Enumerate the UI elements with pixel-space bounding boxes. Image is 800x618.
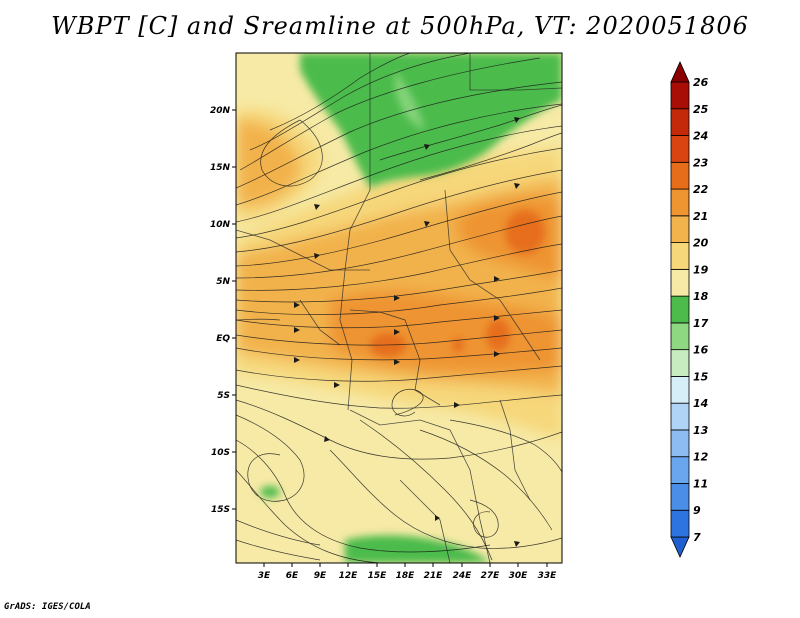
lon-label: 33E: [538, 571, 558, 581]
lat-label: 15S: [211, 505, 230, 515]
colorbar-segment: [670, 295, 690, 324]
streamlines: [236, 53, 562, 563]
lon-label: 18E: [396, 571, 416, 581]
colorbar-label: 11: [693, 477, 708, 490]
lon-label: 12E: [339, 571, 359, 581]
colorbar-label: 20: [693, 237, 709, 250]
colorbar-segment: [670, 135, 690, 163]
lat-label: EQ: [216, 334, 230, 344]
lat-label: 5N: [216, 277, 230, 287]
longitude-axis: 3E 6E 9E 12E 15E 18E 21E 24E 27E 30E 33E: [258, 563, 557, 581]
colorbar-segment: [670, 376, 690, 404]
lon-label: 24E: [453, 571, 473, 581]
colorbar-max-arrow: [670, 61, 690, 83]
colorbar-segment: [670, 509, 690, 538]
lat-label: 10S: [211, 448, 230, 458]
colorbar-segment: [670, 402, 690, 431]
colorbar-label: 23: [693, 156, 709, 169]
colorbar-segment: [670, 483, 690, 511]
lon-label: 9E: [314, 571, 327, 581]
lat-label: 10N: [210, 220, 231, 230]
field-18-pockets: [395, 70, 425, 130]
lat-label: 5S: [217, 391, 230, 401]
colorbar-label: 19: [693, 263, 709, 276]
colorbar-label: 26: [693, 76, 709, 89]
colorbar-label: 7: [693, 531, 701, 544]
field-17-south: [345, 535, 490, 563]
colorbar-segment: [670, 215, 690, 243]
field-21-north: [236, 119, 301, 206]
latitude-axis: 20N 15N 10N 5N EQ 5S 10S 15S: [210, 106, 236, 515]
lon-label: 15E: [368, 571, 388, 581]
colorbar-label: 15: [693, 370, 709, 383]
colorbar-segment: [670, 322, 690, 351]
field-23-c: [505, 210, 545, 254]
colorbar-label: 25: [693, 103, 709, 116]
colorbar-segment: [670, 108, 690, 136]
colorbar: 7 9 11 12 13 14 15 16 17 18 19 20 21 22 23 24 25 26: [670, 61, 709, 558]
colorbar-segment: [670, 188, 690, 217]
colorbar-label: 9: [693, 504, 701, 517]
colorbar-label: 14: [693, 397, 708, 410]
lon-label: 3E: [258, 571, 271, 581]
colorbar-label: 17: [693, 317, 709, 330]
streamline-arrows: [294, 117, 520, 547]
colorbar-label: 13: [693, 424, 709, 437]
lon-label: 27E: [481, 571, 501, 581]
colorbar-segment: [670, 268, 690, 297]
colorbar-min-arrow: [670, 536, 690, 558]
lat-label: 20N: [210, 106, 231, 116]
map-frame: [235, 52, 563, 564]
field-23-b: [486, 319, 510, 351]
lat-label: 15N: [210, 163, 231, 173]
colorbar-label: 24: [693, 130, 708, 143]
colorbar-segment: [670, 81, 690, 110]
colorbar-segment: [670, 161, 690, 190]
colorbar-segment: [670, 429, 690, 458]
map-plot-area: [236, 53, 562, 563]
lon-label: 30E: [509, 571, 529, 581]
colorbar-label: 21: [693, 210, 708, 223]
lon-label: 6E: [286, 571, 299, 581]
colorbar-label: 12: [693, 451, 709, 464]
colorbar-label: 18: [693, 290, 709, 303]
colorbar-segment: [670, 349, 690, 377]
colorbar-label: 16: [693, 344, 709, 357]
field-23-d: [452, 338, 464, 352]
chart-title: WBPT [C] and Sreamline at 500hPa, VT: 20…: [51, 12, 749, 40]
colorbar-segment: [670, 242, 690, 270]
field-17-north: [300, 53, 562, 188]
colorbar-label: 22: [693, 183, 709, 196]
colorbar-segment: [670, 456, 690, 484]
lon-label: 21E: [424, 571, 444, 581]
grads-credit: GrADS: IGES/COLA: [4, 602, 91, 612]
field-17-sw: [260, 486, 280, 498]
